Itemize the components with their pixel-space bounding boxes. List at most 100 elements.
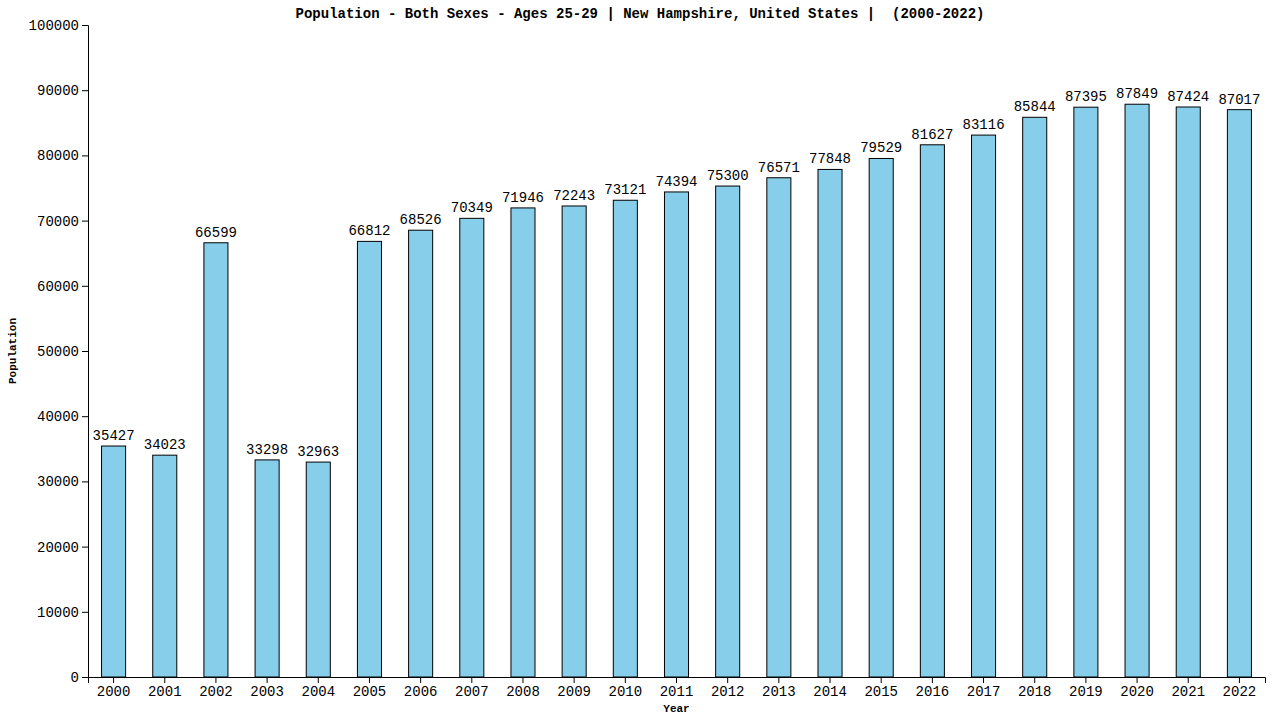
x-tick: 2010 — [609, 677, 643, 700]
x-tick-mark — [676, 677, 677, 683]
data-label: 77848 — [809, 151, 851, 167]
x-tick-mark — [420, 677, 421, 683]
data-label: 85844 — [1014, 99, 1056, 115]
data-label: 87849 — [1116, 86, 1158, 102]
data-label: 33298 — [246, 442, 288, 458]
x-tick-label: 2007 — [455, 684, 489, 700]
x-tick-mark — [625, 677, 626, 683]
bar — [562, 206, 586, 677]
y-axis-line — [82, 26, 89, 678]
y-tick-label: 20000 — [37, 540, 79, 556]
x-tick-label: 2017 — [967, 684, 1001, 700]
x-tick-mark — [830, 677, 831, 683]
plot: 3542734023665993329832963668126852670349… — [29, 18, 1266, 700]
y-tick-mark — [82, 547, 88, 548]
x-tick: 2004 — [301, 677, 335, 700]
data-label: 74394 — [655, 174, 697, 190]
y-tick-label: 90000 — [37, 83, 79, 99]
chart: 3542734023665993329832963668126852670349… — [0, 0, 1280, 720]
x-tick-mark — [369, 677, 370, 683]
bar — [1023, 117, 1047, 677]
x-tick-label: 2019 — [1069, 684, 1103, 700]
bar — [1125, 104, 1149, 677]
y-axis: 0100002000030000400005000060000700008000… — [29, 18, 89, 686]
data-label: 34023 — [144, 437, 186, 453]
bar — [460, 218, 484, 677]
y-tick-label: 10000 — [37, 605, 79, 621]
x-tick-label: 2004 — [301, 684, 335, 700]
x-tick-label: 2005 — [353, 684, 387, 700]
x-tick: 2006 — [404, 677, 438, 700]
x-tick-mark — [267, 677, 268, 683]
bar — [1227, 110, 1251, 677]
x-tick-label: 2020 — [1120, 684, 1154, 700]
x-tick-label: 2003 — [250, 684, 284, 700]
data-label: 87395 — [1065, 89, 1107, 105]
x-tick-label: 2010 — [609, 684, 643, 700]
x-tick: 2017 — [967, 677, 1001, 700]
x-axis: 2000200120022003200420052006200720082009… — [89, 677, 1266, 700]
x-tick-label: 2002 — [199, 684, 233, 700]
y-tick: 70000 — [37, 214, 88, 230]
y-tick-label: 70000 — [37, 214, 79, 230]
y-tick: 10000 — [37, 605, 88, 621]
x-tick-mark — [881, 677, 882, 683]
x-axis-title: Year — [663, 703, 689, 715]
y-tick-mark — [82, 155, 88, 156]
y-tick: 0 — [71, 670, 88, 686]
x-tick: 2011 — [660, 677, 694, 700]
y-tick-label: 80000 — [37, 148, 79, 164]
y-tick-label: 50000 — [37, 344, 79, 360]
bar — [664, 192, 688, 677]
x-tick: 2016 — [916, 677, 950, 700]
x-tick-label: 2000 — [97, 684, 131, 700]
data-label: 75300 — [707, 168, 749, 184]
x-tick: 2000 — [97, 677, 131, 700]
bar — [409, 230, 433, 677]
x-tick: 2015 — [864, 677, 898, 700]
x-tick: 2021 — [1171, 677, 1205, 700]
bar — [972, 135, 996, 677]
x-tick: 2003 — [250, 677, 284, 700]
x-tick-mark — [983, 677, 984, 683]
y-tick-mark — [82, 286, 88, 287]
x-tick-mark — [113, 677, 114, 683]
bar — [306, 462, 330, 677]
x-tick-label: 2013 — [762, 684, 796, 700]
x-tick: 2001 — [148, 677, 182, 700]
y-tick: 100000 — [29, 18, 88, 34]
bar — [153, 455, 177, 677]
x-tick-mark — [164, 677, 165, 683]
x-tick: 2014 — [813, 677, 847, 700]
y-tick-label: 0 — [71, 670, 79, 686]
x-tick: 2013 — [762, 677, 796, 700]
x-tick-mark — [471, 677, 472, 683]
data-label: 66812 — [348, 223, 390, 239]
data-label: 35427 — [93, 428, 135, 444]
x-tick-label: 2016 — [916, 684, 950, 700]
x-tick-label: 2006 — [404, 684, 438, 700]
y-tick-label: 30000 — [37, 474, 79, 490]
data-label: 87017 — [1218, 92, 1260, 108]
x-tick-mark — [574, 677, 575, 683]
bar — [1074, 107, 1098, 677]
y-tick-mark — [82, 90, 88, 91]
x-tick-mark — [1085, 677, 1086, 683]
data-label: 83116 — [963, 117, 1005, 133]
x-tick: 2022 — [1223, 677, 1257, 700]
x-tick-mark — [1239, 677, 1240, 683]
data-label: 68526 — [400, 212, 442, 228]
data-label: 87424 — [1167, 89, 1209, 105]
x-tick-label: 2012 — [711, 684, 745, 700]
y-tick-mark — [82, 351, 88, 352]
x-tick-label: 2022 — [1223, 684, 1257, 700]
x-tick-label: 2011 — [660, 684, 694, 700]
data-label: 76571 — [758, 160, 800, 176]
y-tick: 30000 — [37, 474, 88, 490]
x-tick-label: 2014 — [813, 684, 847, 700]
bar — [869, 158, 893, 677]
x-tick: 2002 — [199, 677, 233, 700]
x-tick-mark — [215, 677, 216, 683]
y-tick: 40000 — [37, 409, 88, 425]
data-labels: 3542734023665993329832963668126852670349… — [93, 86, 1261, 460]
